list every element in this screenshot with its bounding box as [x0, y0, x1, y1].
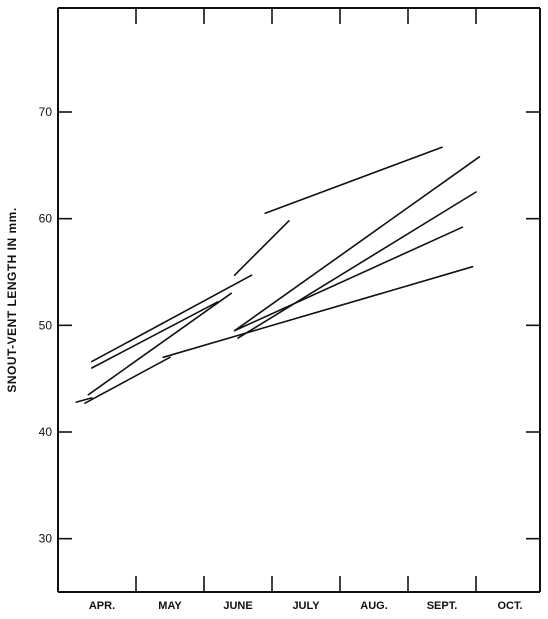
- series-group: [75, 146, 481, 405]
- x-tick-label: OCT.: [497, 600, 522, 612]
- growth-line-11: [264, 146, 443, 215]
- y-tick-label: 30: [39, 532, 53, 546]
- x-tick-label: JUNE: [223, 600, 252, 612]
- growth-line-3: [87, 292, 232, 396]
- growth-line-7: [233, 156, 481, 332]
- growth-line-6: [162, 265, 474, 359]
- x-tick-label: AUG.: [360, 600, 388, 612]
- x-tick-label: MAY: [158, 600, 182, 612]
- x-tick-label: SEPT.: [427, 600, 458, 612]
- plot-frame: [57, 7, 541, 593]
- growth-line-8: [233, 226, 464, 332]
- growth-line-4: [91, 301, 219, 369]
- growth-line-2: [84, 356, 171, 405]
- growth-line-1: [75, 397, 93, 403]
- y-tick-label: 70: [39, 105, 53, 119]
- y-axis-label: SNOUT-VENT LENGTH IN mm.: [5, 207, 19, 392]
- growth-line-9: [237, 191, 477, 339]
- y-tick-label: 60: [39, 212, 53, 226]
- growth-line-5: [91, 274, 253, 363]
- y-tick-label: 40: [39, 425, 53, 439]
- x-tick-label: JULY: [292, 600, 320, 612]
- y-ticks: 30 40 50 60 70: [39, 105, 540, 546]
- x-ticks: APR. MAY JUNE JULY AUG. SEPT. OCT.: [89, 8, 523, 612]
- y-tick-label: 50: [39, 318, 53, 332]
- x-tick-label: APR.: [89, 600, 115, 612]
- growth-line-10: [233, 220, 290, 277]
